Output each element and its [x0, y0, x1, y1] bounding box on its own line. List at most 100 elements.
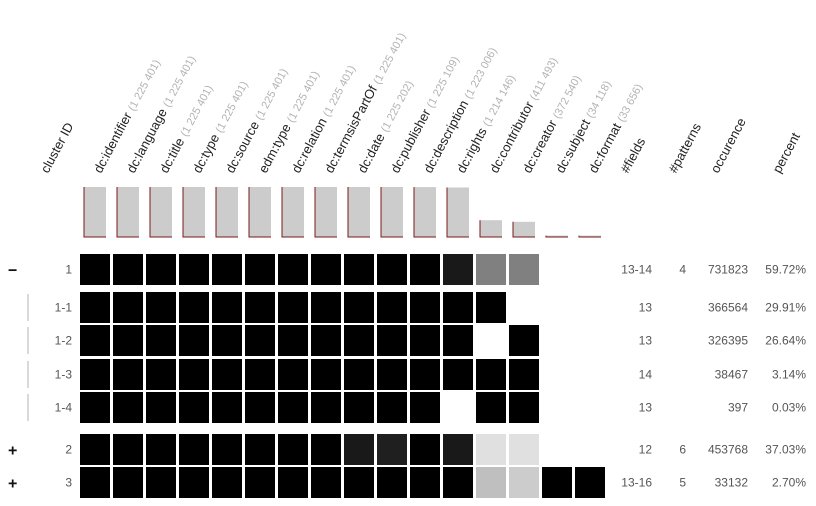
matrix-cell: [344, 325, 374, 356]
matrix-cell: [311, 434, 341, 465]
matrix-cell: [542, 467, 572, 498]
matrix-cell: [476, 254, 506, 285]
stat-fields: 13-16: [621, 476, 652, 490]
stat-patterns: 4: [679, 263, 686, 277]
matrix-cell: [146, 392, 176, 423]
matrix-cell: [146, 292, 176, 323]
cluster-id-label[interactable]: 1-4: [55, 401, 73, 415]
matrix-cell: [476, 359, 506, 390]
column-header-cluster-id: cluster ID: [37, 120, 76, 176]
column-header-stat: occurence: [707, 115, 748, 175]
stat-percent: 26.64%: [765, 334, 806, 348]
matrix-cell: [509, 434, 539, 465]
matrix-cell: [311, 254, 341, 285]
column-header-stat: #fields: [617, 135, 648, 176]
matrix-cell: [443, 325, 473, 356]
matrix-cell: [146, 325, 176, 356]
matrix-cell: [146, 467, 176, 498]
matrix-cell: [509, 254, 539, 285]
stat-fields: 13: [639, 401, 653, 415]
matrix-cell: [113, 467, 143, 498]
matrix-cell: [212, 467, 242, 498]
matrix-cell: [377, 292, 407, 323]
matrix-cell: [410, 292, 440, 323]
field-frequency-bar: [447, 187, 469, 237]
cluster-id-label[interactable]: 3: [65, 476, 72, 490]
stat-percent: 29.91%: [765, 301, 806, 315]
matrix-cell: [311, 325, 341, 356]
matrix-cell: [245, 359, 275, 390]
field-frequency-bar: [546, 235, 568, 237]
matrix-cell: [113, 359, 143, 390]
field-frequency-bar-edge: [248, 187, 271, 238]
field-frequency-bar: [249, 187, 271, 237]
stat-fields: 13-14: [621, 263, 652, 277]
field-frequency-bar-edge: [512, 221, 535, 238]
matrix-cell: [212, 292, 242, 323]
matrix-cell: [113, 254, 143, 285]
stat-occurence: 366564: [708, 301, 748, 315]
field-frequency-bar: [117, 187, 139, 237]
field-frequency-bar-edge: [578, 235, 601, 238]
cluster-id-label[interactable]: 1-1: [55, 301, 73, 315]
matrix-cell: [179, 254, 209, 285]
field-frequency-bar: [84, 187, 106, 237]
stat-occurence: 453768: [708, 443, 748, 457]
matrix-cell: [179, 292, 209, 323]
matrix-cell: [410, 325, 440, 356]
matrix-cell: [443, 467, 473, 498]
collapse-toggle[interactable]: −: [8, 263, 17, 280]
matrix-cell: [278, 467, 308, 498]
matrix-cell: [146, 434, 176, 465]
matrix-cell: [80, 467, 110, 498]
matrix-cell: [575, 467, 605, 498]
cluster-id-label[interactable]: 1-2: [55, 334, 73, 348]
field-frequency-bar-edge: [545, 235, 568, 238]
field-frequency-bar-edge: [116, 187, 139, 238]
matrix-cell: [179, 325, 209, 356]
matrix-cell: [212, 359, 242, 390]
matrix-cell: [80, 254, 110, 285]
matrix-cell: [344, 467, 374, 498]
matrix-cell: [344, 392, 374, 423]
matrix-cell: [245, 292, 275, 323]
field-frequency-bar: [348, 187, 370, 237]
stat-occurence: 33132: [715, 476, 749, 490]
stat-fields: 12: [639, 443, 653, 457]
matrix-cell: [278, 254, 308, 285]
expand-toggle[interactable]: +: [8, 476, 17, 493]
matrix-cell: [377, 254, 407, 285]
stat-fields: 14: [639, 368, 653, 382]
field-frequency-bar: [282, 187, 304, 237]
column-header-field: edm:type(1 225 401): [255, 68, 322, 175]
field-frequency-bar-edge: [314, 187, 337, 238]
field-frequency-bar-edge: [83, 187, 106, 238]
field-frequency-bar: [480, 220, 502, 237]
cluster-id-label[interactable]: 1-3: [55, 368, 73, 382]
field-frequency-bar: [216, 187, 238, 237]
matrix-cell: [509, 325, 539, 356]
cluster-id-label[interactable]: 2: [65, 443, 72, 457]
matrix-cell: [212, 392, 242, 423]
column-header-stat: percent: [769, 130, 803, 176]
matrix-cell: [344, 359, 374, 390]
field-frequency-bar: [315, 187, 337, 237]
matrix-cell: [179, 359, 209, 390]
field-frequency-bar: [414, 187, 436, 237]
column-header-stat: #patterns: [665, 120, 704, 175]
expand-toggle[interactable]: +: [8, 443, 17, 460]
cluster-id-label[interactable]: 1: [65, 263, 72, 277]
matrix-cell: [311, 292, 341, 323]
field-frequency-bar-edge: [347, 187, 370, 238]
matrix-cell: [311, 359, 341, 390]
matrix-cell: [476, 434, 506, 465]
matrix-cell: [410, 467, 440, 498]
field-frequency-bar-edge: [281, 187, 304, 238]
matrix-cell: [179, 392, 209, 423]
matrix-cell: [476, 467, 506, 498]
matrix-cell: [410, 359, 440, 390]
field-frequency-bar-edge: [413, 187, 436, 238]
matrix-cell: [212, 434, 242, 465]
matrix-cell: [278, 434, 308, 465]
